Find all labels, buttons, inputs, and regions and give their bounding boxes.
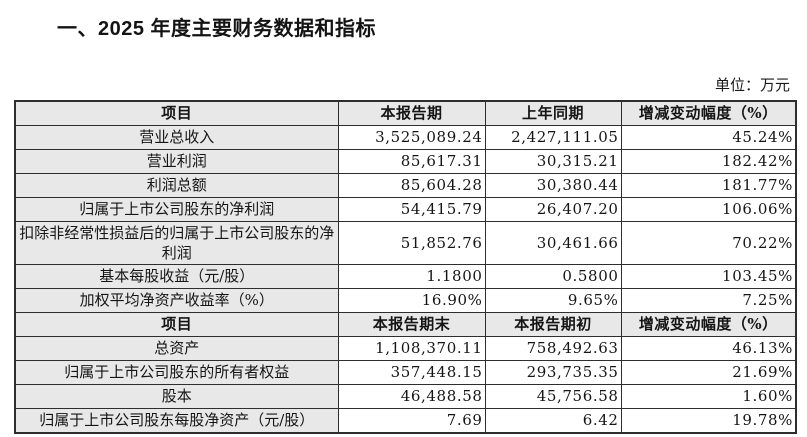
- column-header-period-begin: 本报告期初: [484, 312, 622, 337]
- prior-value: 2,427,111.05: [484, 124, 622, 150]
- column-header-period-end: 本报告期末: [337, 312, 486, 337]
- prior-value: 30,315.21: [484, 148, 622, 174]
- column-header-item: 项目: [14, 100, 339, 126]
- row-label: 归属于上市公司股东每股净资产（元/股）: [14, 408, 339, 433]
- change-value: 181.77%: [620, 172, 797, 198]
- current-value: 46,488.58: [337, 384, 486, 409]
- row-label: 归属于上市公司股东的净利润: [14, 196, 339, 222]
- change-value: 182.42%: [620, 148, 797, 174]
- change-value: 70.22%: [620, 220, 797, 265]
- table-row: 基本每股收益（元/股） 1.1800 0.5800 103.45%: [14, 264, 797, 289]
- financial-data-table: 项目 本报告期 上年同期 增减变动幅度（%） 营业总收入 3,525,089.2…: [14, 100, 797, 434]
- prior-value: 6.42: [484, 408, 622, 433]
- change-value: 45.24%: [620, 124, 797, 150]
- current-value: 7.69: [337, 408, 486, 433]
- prior-value: 758,492.63: [484, 336, 622, 361]
- table-row: 归属于上市公司股东的净利润 54,415.79 26,407.20 106.06…: [14, 196, 797, 222]
- section2-header-row: 项目 本报告期末 本报告期初 增减变动幅度（%）: [14, 312, 797, 337]
- current-value: 1,108,370.11: [337, 336, 486, 361]
- change-value: 46.13%: [620, 336, 797, 361]
- row-label: 加权平均净资产收益率（%）: [14, 288, 339, 313]
- row-label: 营业利润: [14, 148, 339, 174]
- unit-label: 单位：万元: [714, 76, 790, 94]
- table-row: 归属于上市公司股东的所有者权益 357,448.15 293,735.35 21…: [14, 360, 797, 385]
- row-label: 归属于上市公司股东的所有者权益: [14, 360, 339, 385]
- current-value: 3,525,089.24: [337, 124, 486, 150]
- row-label: 利润总额: [14, 172, 339, 198]
- section1-header-row: 项目 本报告期 上年同期 增减变动幅度（%）: [14, 100, 797, 126]
- current-value: 1.1800: [337, 264, 486, 289]
- current-value: 85,604.28: [337, 172, 486, 198]
- table-row: 加权平均净资产收益率（%） 16.90% 9.65% 7.25%: [14, 288, 797, 313]
- row-label: 基本每股收益（元/股）: [14, 264, 339, 289]
- change-value: 7.25%: [620, 288, 797, 313]
- change-value: 103.45%: [620, 264, 797, 289]
- page-title: 一、2025 年度主要财务数据和指标: [57, 18, 377, 40]
- current-value: 85,617.31: [337, 148, 486, 174]
- row-label: 扣除非经常性损益后的归属于上市公司股东的净利润: [14, 220, 339, 265]
- table-row: 股本 46,488.58 45,756.58 1.60%: [14, 384, 797, 409]
- prior-value: 0.5800: [484, 264, 622, 289]
- prior-value: 9.65%: [484, 288, 622, 313]
- table-row: 利润总额 85,604.28 30,380.44 181.77%: [14, 172, 797, 198]
- row-label: 股本: [14, 384, 339, 409]
- column-header-change: 增减变动幅度（%）: [620, 312, 797, 337]
- prior-value: 26,407.20: [484, 196, 622, 222]
- table-row: 营业总收入 3,525,089.24 2,427,111.05 45.24%: [14, 124, 797, 150]
- current-value: 357,448.15: [337, 360, 486, 385]
- table-row: 总资产 1,108,370.11 758,492.63 46.13%: [14, 336, 797, 361]
- column-header-current-period: 本报告期: [337, 100, 486, 126]
- prior-value: 293,735.35: [484, 360, 622, 385]
- column-header-item: 项目: [14, 312, 339, 337]
- prior-value: 30,380.44: [484, 172, 622, 198]
- row-label: 总资产: [14, 336, 339, 361]
- column-header-prior-period: 上年同期: [484, 100, 622, 126]
- change-value: 21.69%: [620, 360, 797, 385]
- table-row: 归属于上市公司股东每股净资产（元/股） 7.69 6.42 19.78%: [14, 408, 797, 433]
- column-header-change: 增减变动幅度（%）: [620, 100, 797, 126]
- current-value: 51,852.76: [337, 220, 486, 265]
- prior-value: 30,461.66: [484, 220, 622, 265]
- change-value: 106.06%: [620, 196, 797, 222]
- change-value: 1.60%: [620, 384, 797, 409]
- prior-value: 45,756.58: [484, 384, 622, 409]
- current-value: 16.90%: [337, 288, 486, 313]
- change-value: 19.78%: [620, 408, 797, 433]
- table-row: 扣除非经常性损益后的归属于上市公司股东的净利润 51,852.76 30,461…: [14, 220, 797, 265]
- table-row: 营业利润 85,617.31 30,315.21 182.42%: [14, 148, 797, 174]
- row-label: 营业总收入: [14, 124, 339, 150]
- current-value: 54,415.79: [337, 196, 486, 222]
